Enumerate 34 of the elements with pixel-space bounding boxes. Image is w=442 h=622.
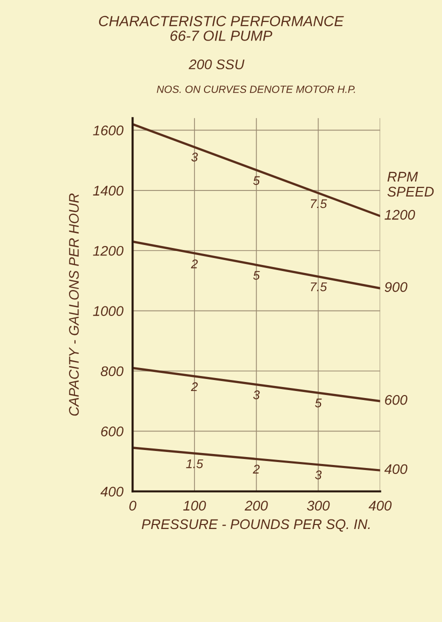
- series-label: 400: [384, 464, 408, 474]
- annotation: 3: [191, 152, 198, 162]
- y-tick-label: 800: [100, 366, 124, 376]
- annotation: 2: [190, 260, 198, 268]
- y-tick-label: 1200: [93, 246, 124, 256]
- chart-subtitle: 200 SSU: [188, 59, 244, 70]
- y-axis-title: CAPACITY - GALLONS PER HOUR: [68, 194, 79, 416]
- y-tick-label: 1000: [93, 306, 124, 316]
- annotation: 2: [252, 464, 260, 474]
- y-tick-label: 400: [100, 486, 124, 497]
- legend-title: RPM SPEED: [387, 172, 434, 197]
- annotation: 7.5: [310, 282, 327, 292]
- annotation: 5: [253, 176, 260, 185]
- annotation: 7.5: [310, 199, 327, 208]
- annotation: 1.5: [186, 459, 204, 468]
- text: NOS. ON CURVES DENOTE MOTOR H.P.: [156, 86, 355, 93]
- annotation: 3: [253, 390, 260, 400]
- x-tick-label: 0: [129, 500, 136, 511]
- chart-title: CHARACTERISTIC PERFORMANCE 66-7 OIL PUMP: [99, 16, 344, 41]
- x-tick-label: 300: [306, 500, 330, 511]
- x-tick-label: 400: [368, 500, 392, 511]
- annotation: 2: [190, 382, 198, 392]
- series-label: 900: [384, 282, 408, 292]
- y-tick-label: 1400: [93, 186, 124, 196]
- annotation: 5: [315, 398, 322, 408]
- y-tick-label: 600: [101, 426, 124, 436]
- x-tick-label: 200: [244, 500, 268, 511]
- series-label: 600: [385, 394, 408, 405]
- y-tick-label: 1600: [93, 126, 124, 136]
- annotation: 3: [315, 470, 322, 480]
- x-axis-title: PRESSURE - POUNDS PER SQ. IN.: [142, 519, 370, 532]
- x-tick-label: 100: [183, 500, 206, 511]
- series-label: 1200: [384, 210, 416, 220]
- annotation: 5: [253, 271, 260, 280]
